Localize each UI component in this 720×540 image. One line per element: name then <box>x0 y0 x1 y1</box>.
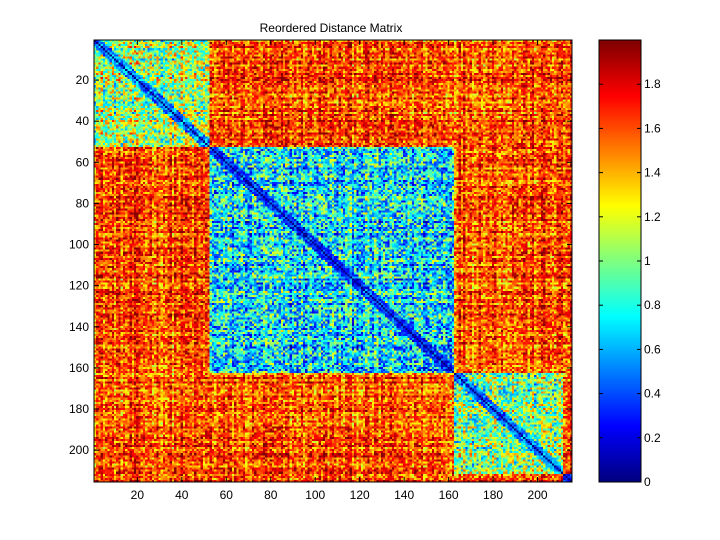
colorbar-tick-label: 0.8 <box>644 298 661 312</box>
y-tick-label: 60 <box>76 155 90 169</box>
x-tick-label: 100 <box>305 488 325 502</box>
x-tick-label: 160 <box>439 488 459 502</box>
x-tick-label: 120 <box>350 488 370 502</box>
y-axis: 20 40 60 80 100 120 140 160 180 200 <box>69 73 572 457</box>
y-tick-label: 20 <box>76 73 90 87</box>
x-tick-label: 180 <box>483 488 503 502</box>
x-axis: 20 40 60 80 100 120 140 160 180 200 <box>131 40 548 502</box>
y-tick-label: 140 <box>69 320 89 334</box>
colorbar-tick-label: 1.4 <box>644 166 661 180</box>
y-tick-label: 100 <box>69 238 89 252</box>
x-tick-label: 140 <box>394 488 414 502</box>
y-tick-label: 160 <box>69 361 89 375</box>
colorbar-tick-label: 0.2 <box>644 431 661 445</box>
colorbar-gradient <box>599 40 641 482</box>
x-tick-label: 60 <box>220 488 234 502</box>
colorbar-tick-label: 1 <box>644 254 651 268</box>
y-tick-label: 80 <box>76 196 90 210</box>
y-tick-label: 40 <box>76 114 90 128</box>
x-tick-label: 40 <box>175 488 189 502</box>
y-tick-label: 200 <box>69 443 89 457</box>
colorbar-tick-label: 0 <box>644 475 651 489</box>
colorbar-tick-label: 0.4 <box>644 387 661 401</box>
x-tick-label: 80 <box>264 488 278 502</box>
heatmap-area <box>93 39 573 483</box>
colorbar-tick-label: 1.8 <box>644 77 661 91</box>
x-tick-label: 200 <box>528 488 548 502</box>
y-tick-label: 180 <box>69 402 89 416</box>
colorbar-tick-label: 1.2 <box>644 210 661 224</box>
colorbar-axis: 0 0.2 0.4 0.6 0.8 1 1.2 1.4 1.6 1.8 <box>599 77 661 489</box>
distance-matrix-heatmap <box>94 40 572 482</box>
plot-frame <box>93 39 573 483</box>
y-tick-label: 120 <box>69 279 89 293</box>
colorbar: 0 0.2 0.4 0.6 0.8 1 1.2 1.4 1.6 1.8 <box>598 39 661 489</box>
chart-title: Reordered Distance Matrix <box>260 21 403 35</box>
colorbar-tick-label: 0.6 <box>644 342 661 356</box>
colorbar-tick-label: 1.6 <box>644 121 661 135</box>
x-tick-label: 20 <box>131 488 145 502</box>
